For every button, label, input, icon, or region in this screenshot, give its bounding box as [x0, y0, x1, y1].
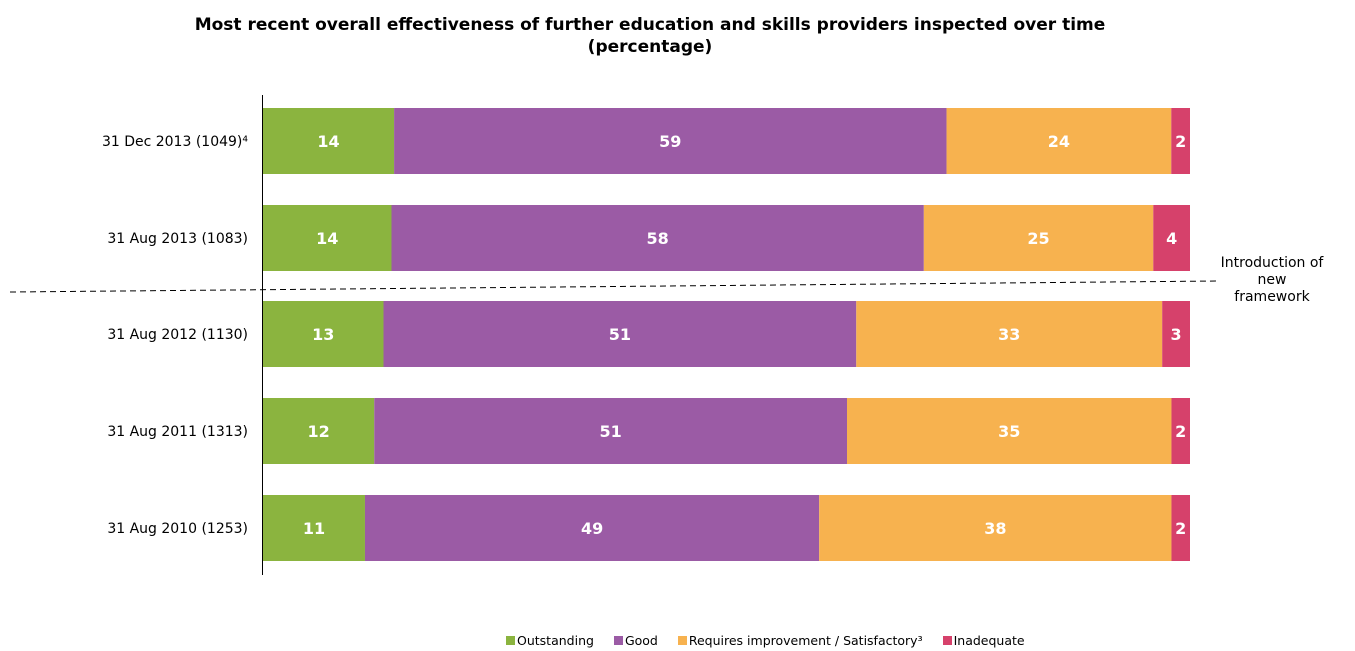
category-label: 31 Aug 2010 (1253): [107, 521, 248, 537]
legend-swatch: [942, 636, 952, 645]
data-label: 35: [998, 422, 1020, 441]
data-label: 33: [998, 325, 1020, 344]
data-label: 58: [647, 229, 669, 248]
legend-label: Good: [624, 633, 658, 648]
framework-annotation: Introduction of new framework: [1207, 255, 1337, 306]
bar-segment: [394, 108, 947, 174]
bar-segment: [263, 205, 392, 271]
category-label: 31 Aug 2013 (1083): [107, 231, 248, 247]
bar-segment: [1171, 398, 1190, 464]
legend-label: Outstanding: [517, 633, 594, 648]
legend-item: Good: [613, 633, 658, 648]
annotation-line1: Introduction of: [1220, 255, 1324, 271]
bar-segment: [923, 205, 1154, 271]
bar-segment: [263, 398, 375, 464]
bar-segment: [383, 301, 857, 367]
legend-swatch: [613, 636, 623, 645]
data-label: 12: [307, 422, 329, 441]
category-label: 31 Dec 2013 (1049)⁴: [102, 134, 248, 150]
bar-segment: [1162, 301, 1190, 367]
annotation-line2: new: [1257, 272, 1287, 288]
bar-segment: [946, 108, 1172, 174]
legend-label: Inadequate: [953, 633, 1025, 648]
chart-title-line1: Most recent overall effectiveness of fur…: [194, 15, 1106, 35]
data-label: 14: [316, 229, 338, 248]
data-label: 2: [1175, 422, 1186, 441]
bar-segment: [263, 108, 395, 174]
data-label: 51: [609, 325, 631, 344]
bar-segment: [1171, 108, 1190, 174]
chart-title-line2: (percentage): [587, 37, 713, 57]
category-label: 31 Aug 2012 (1130): [107, 327, 248, 343]
bar-segment: [263, 495, 365, 561]
bar-segment: [263, 301, 384, 367]
data-label: 25: [1027, 229, 1049, 248]
bar-segment: [374, 398, 848, 464]
data-label: 59: [659, 132, 681, 151]
data-label: 11: [303, 519, 325, 538]
bar-segment: [391, 205, 924, 271]
bar-segment: [819, 495, 1172, 561]
data-label: 51: [599, 422, 621, 441]
data-label: 3: [1171, 325, 1182, 344]
legend-label: Requires improvement / Satisfactory³: [688, 633, 923, 648]
data-label: 24: [1048, 132, 1070, 151]
legend-swatch: [506, 636, 515, 645]
legend: Outstanding Good Requires improvement / Sa…: [506, 633, 1045, 648]
bar-segment: [364, 495, 820, 561]
data-label: 38: [984, 519, 1006, 538]
data-label: 14: [317, 132, 339, 151]
data-label: 4: [1166, 229, 1177, 248]
legend-swatch: [677, 636, 687, 645]
legend-item: Outstanding: [506, 633, 594, 648]
legend-item: Inadequate: [942, 633, 1025, 648]
bar-segment: [856, 301, 1163, 367]
bar-segment: [1153, 205, 1190, 271]
data-label: 2: [1175, 519, 1186, 538]
annotation-line3: framework: [1234, 289, 1310, 305]
bar-segment: [847, 398, 1172, 464]
data-label: 2: [1175, 132, 1186, 151]
data-label: 49: [581, 519, 603, 538]
category-label: 31 Aug 2011 (1313): [107, 424, 248, 440]
bar-segment: [1171, 495, 1190, 561]
chart-title: Most recent overall effectiveness of fur…: [0, 14, 1300, 58]
legend-item: Requires improvement / Satisfactory³: [677, 633, 923, 648]
framework-divider: [9, 280, 1219, 293]
data-label: 13: [312, 325, 334, 344]
